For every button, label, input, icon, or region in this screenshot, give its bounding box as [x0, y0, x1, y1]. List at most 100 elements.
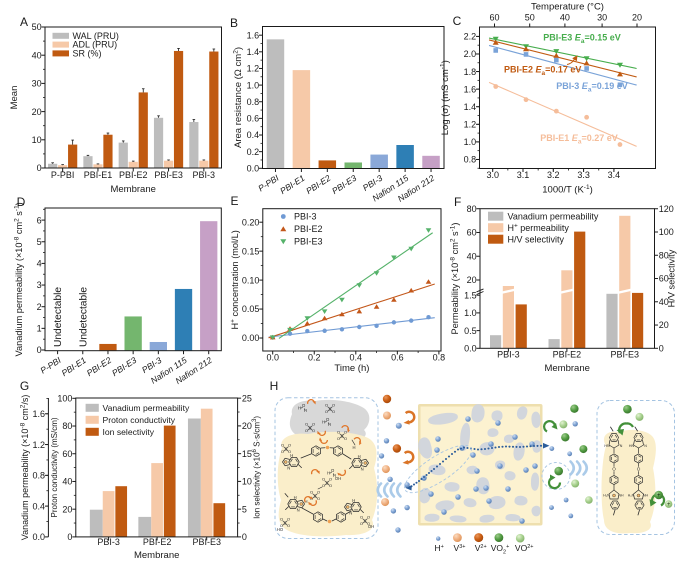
svg-text:O: O	[280, 516, 283, 521]
svg-text:Temperature (°C): Temperature (°C)	[531, 2, 604, 13]
svg-text:3: 3	[37, 280, 42, 290]
svg-text:PBI-E2: PBI-E2	[119, 170, 148, 180]
svg-text:H₂N: H₂N	[628, 494, 635, 498]
svg-text:E: E	[230, 194, 238, 208]
svg-text:PBI-E3: PBI-E3	[294, 237, 323, 247]
svg-text:50: 50	[525, 13, 535, 23]
svg-text:S: S	[341, 434, 344, 439]
svg-text:100: 100	[659, 227, 674, 237]
svg-text:0: 0	[67, 532, 72, 542]
svg-text:OH: OH	[335, 476, 341, 481]
svg-text:H: H	[358, 454, 361, 459]
svg-text:O: O	[337, 429, 340, 434]
svg-text:Undetectable: Undetectable	[78, 287, 89, 347]
svg-text:PBI-E1: PBI-E1	[84, 170, 113, 180]
svg-text:3.2: 3.2	[547, 170, 560, 180]
svg-text:5: 5	[242, 504, 247, 514]
svg-text:V3+: V3+	[454, 543, 466, 553]
svg-text:O: O	[637, 466, 641, 471]
svg-text:PBI-E2 Ea=0.17 eV: PBI-E2 Ea=0.17 eV	[504, 65, 581, 78]
svg-text:H: H	[352, 445, 355, 450]
svg-text:Time (h): Time (h)	[334, 363, 369, 374]
svg-text:60: 60	[62, 449, 72, 459]
svg-text:0.05: 0.05	[242, 304, 260, 314]
svg-text:0.00: 0.00	[242, 333, 260, 343]
svg-text:2: 2	[37, 302, 42, 312]
svg-text:HN: HN	[629, 444, 635, 448]
svg-text:3.0: 3.0	[486, 170, 499, 180]
svg-text:O: O	[281, 442, 284, 447]
svg-text:30: 30	[32, 79, 42, 89]
svg-text:10: 10	[32, 135, 42, 145]
svg-text:O: O	[287, 523, 290, 528]
svg-text:WAL (PRU): WAL (PRU)	[73, 31, 119, 41]
svg-text:H: H	[333, 473, 336, 478]
svg-text:0.8: 0.8	[464, 155, 477, 165]
svg-text:20: 20	[632, 13, 642, 23]
svg-text:S: S	[326, 481, 329, 486]
svg-text:1.2: 1.2	[464, 120, 477, 130]
svg-text:PBI-3: PBI-3	[497, 350, 520, 360]
svg-text:0.8: 0.8	[32, 471, 45, 481]
svg-text:S: S	[284, 521, 287, 526]
svg-text:0.2: 0.2	[247, 147, 260, 157]
svg-text:O: O	[367, 514, 370, 519]
svg-text:H: H	[290, 453, 293, 458]
svg-text:H: H	[298, 406, 301, 411]
svg-text:1.0: 1.0	[464, 308, 477, 318]
svg-text:10: 10	[242, 477, 252, 487]
svg-text:Membrane: Membrane	[544, 363, 589, 374]
svg-text:N: N	[361, 466, 364, 471]
svg-text:5: 5	[37, 237, 42, 247]
svg-text:S: S	[309, 426, 312, 431]
svg-text:V2+: V2+	[475, 543, 487, 553]
svg-text:60: 60	[467, 228, 477, 238]
svg-text:H/V selectivity: H/V selectivity	[508, 234, 565, 244]
svg-text:O: O	[317, 496, 320, 501]
svg-text:VO2+: VO2+	[515, 543, 534, 553]
svg-text:O: O	[344, 429, 347, 434]
svg-text:0: 0	[242, 532, 247, 542]
svg-text:50: 50	[32, 22, 42, 32]
svg-text:Permeability (×10-8 cm2 s-1): Permeability (×10-8 cm2 s-1)	[450, 223, 461, 335]
svg-text:0.8: 0.8	[247, 97, 260, 107]
svg-text:SR (%): SR (%)	[73, 48, 102, 58]
svg-text:Membrane: Membrane	[110, 184, 155, 195]
svg-text:40: 40	[659, 297, 669, 307]
svg-text:Vanadium permeability (×10-8 c: Vanadium permeability (×10-8 cm2/s)	[19, 395, 30, 541]
svg-text:1000/T (K-1): 1000/T (K-1)	[542, 184, 593, 196]
svg-text:0: 0	[659, 344, 664, 354]
svg-text:0.5: 0.5	[464, 326, 477, 336]
svg-text:Proton conductivity: Proton conductivity	[103, 415, 176, 425]
svg-text:H: H	[304, 408, 307, 413]
svg-text:N: N	[297, 507, 300, 512]
svg-text:O: O	[331, 468, 335, 473]
svg-text:+: +	[657, 493, 661, 499]
svg-text:O: O	[305, 428, 308, 433]
svg-text:O: O	[322, 476, 325, 481]
svg-text:30: 30	[597, 13, 607, 23]
svg-text:NH: NH	[643, 494, 649, 498]
svg-text:1.5: 1.5	[464, 290, 477, 300]
svg-text:HN: HN	[604, 444, 610, 448]
svg-text:O: O	[326, 417, 330, 422]
svg-text:1.0: 1.0	[464, 137, 477, 147]
svg-text:Undetectable: Undetectable	[53, 287, 64, 347]
svg-text:O: O	[305, 421, 308, 426]
svg-text:3.1: 3.1	[517, 170, 530, 180]
svg-text:S: S	[314, 494, 317, 499]
svg-text:25: 25	[242, 393, 252, 403]
svg-text:C: C	[453, 14, 462, 28]
svg-text:40: 40	[62, 477, 72, 487]
svg-text:PBI-E1 Ea=0.27 eV: PBI-E1 Ea=0.27 eV	[540, 133, 617, 146]
svg-text:ADL (PRU): ADL (PRU)	[73, 40, 118, 50]
svg-text:1.6: 1.6	[464, 84, 477, 94]
svg-text:O: O	[332, 402, 335, 407]
svg-text:H+ permeability: H+ permeability	[508, 222, 570, 233]
svg-text:H: H	[270, 379, 279, 393]
svg-text:PBI-3: PBI-3	[97, 537, 120, 547]
svg-text:0: 0	[37, 345, 42, 355]
svg-text:40: 40	[32, 50, 42, 60]
svg-text:H: H	[294, 495, 297, 500]
svg-text:40: 40	[560, 13, 570, 23]
